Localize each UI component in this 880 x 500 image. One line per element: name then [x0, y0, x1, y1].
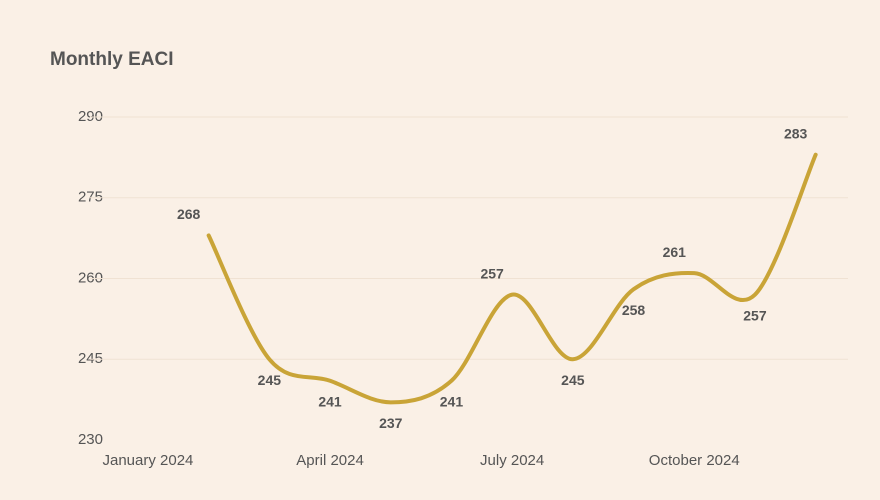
data-label: 268: [177, 206, 201, 222]
chart-title: Monthly EACI: [50, 49, 174, 70]
data-label: 241: [318, 393, 342, 409]
y-tick-label: 275: [78, 189, 103, 206]
data-label: 241: [440, 393, 464, 409]
y-tick-label: 245: [78, 350, 103, 367]
line: [206, 152, 818, 405]
y-tick-label: 290: [78, 108, 103, 125]
x-tick-label: January 2024: [102, 452, 193, 469]
data-label: 257: [480, 265, 504, 281]
data-label: 258: [622, 302, 646, 318]
y-tick-label: 230: [78, 431, 103, 448]
data-label: 261: [663, 244, 687, 260]
data-label: 245: [258, 372, 282, 388]
x-tick-label: July 2024: [480, 452, 544, 469]
y-tick-label: 260: [78, 269, 103, 286]
data-label: 283: [784, 125, 808, 141]
data-label: 257: [743, 307, 767, 323]
data-label: 237: [379, 415, 403, 431]
data-label: 245: [561, 372, 585, 388]
x-tick-label: April 2024: [296, 452, 364, 469]
x-tick-label: October 2024: [649, 452, 740, 469]
